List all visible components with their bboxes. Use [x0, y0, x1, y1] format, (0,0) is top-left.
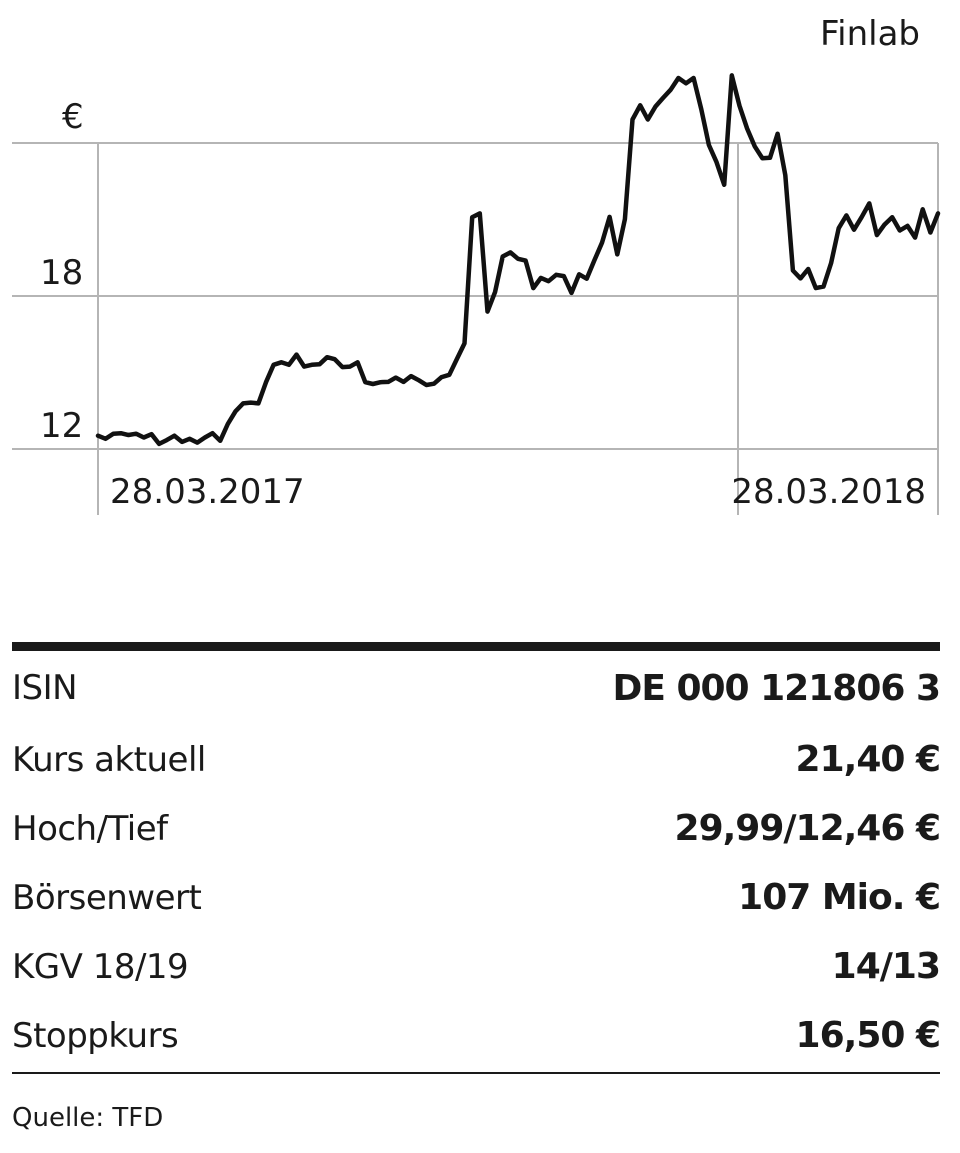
stock-facts-table: ISIN DE 000 121806 3 Kurs aktuell 21,40 € Ho… — [12, 642, 941, 1074]
row-value: 14/13 — [831, 946, 941, 987]
y-axis-unit-label: € — [62, 97, 84, 137]
y-tick-label: 12 — [40, 406, 83, 446]
table-row: Börsenwert 107 Mio. € — [12, 863, 941, 932]
price-line — [95, 73, 941, 447]
table-row: Kurs aktuell 21,40 € — [12, 725, 941, 794]
row-value: 16,50 € — [795, 1015, 941, 1056]
row-label: Hoch/Tief — [12, 808, 168, 849]
row-label: Börsenwert — [12, 877, 202, 918]
row-value: 107 Mio. € — [738, 877, 941, 918]
x-tick-label: 28.03.2017 — [110, 472, 305, 512]
row-value: 29,99/12,46 € — [674, 808, 941, 849]
table-row: KGV 18/19 14/13 — [12, 932, 941, 1001]
tick-layer: 12 18 28.03.2017 28.03.2018 — [40, 253, 926, 512]
price-chart: 12 18 28.03.2017 28.03.2018 Finlab € — [12, 14, 941, 515]
row-label: Stoppkurs — [12, 1015, 179, 1056]
table-top-rule — [12, 642, 940, 651]
table-bottom-rule — [12, 1072, 940, 1074]
table-rows: ISIN DE 000 121806 3 Kurs aktuell 21,40 € Ho… — [12, 651, 941, 1070]
grid-layer — [12, 142, 939, 515]
row-label: ISIN — [12, 668, 78, 708]
y-tick-label: 18 — [40, 253, 83, 293]
source-note: Quelle: TFD — [12, 1103, 164, 1133]
row-value: DE 000 121806 3 — [612, 667, 941, 709]
table-row: Stoppkurs 16,50 € — [12, 1001, 941, 1070]
table-row: ISIN DE 000 121806 3 — [12, 651, 941, 725]
row-label: KGV 18/19 — [12, 946, 189, 987]
row-label: Kurs aktuell — [12, 739, 206, 780]
chart-title: Finlab — [820, 14, 920, 54]
table-row: Hoch/Tief 29,99/12,46 € — [12, 794, 941, 863]
x-tick-label: 28.03.2018 — [731, 472, 926, 512]
row-value: 21,40 € — [795, 739, 941, 780]
